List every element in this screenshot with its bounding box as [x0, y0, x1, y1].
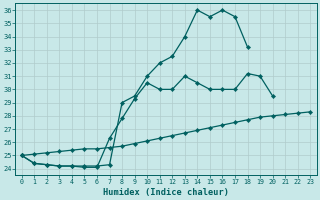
X-axis label: Humidex (Indice chaleur): Humidex (Indice chaleur): [103, 188, 229, 197]
